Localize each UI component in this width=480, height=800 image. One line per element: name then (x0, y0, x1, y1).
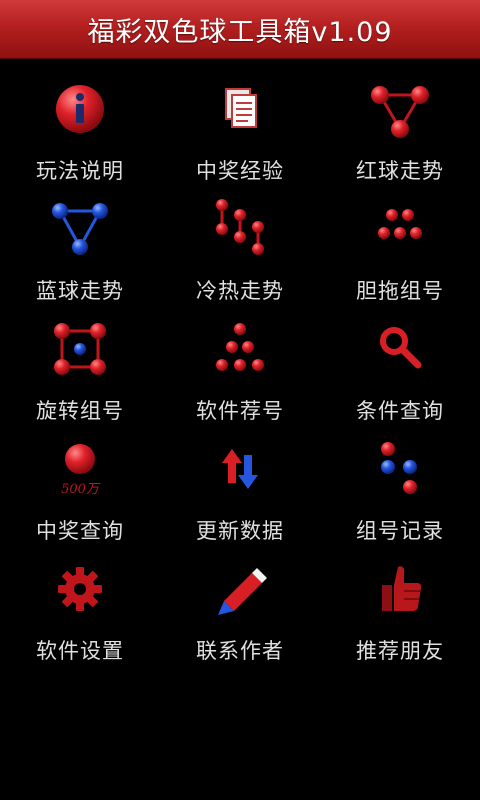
title-bar: 福彩双色球工具箱v1.09 (0, 0, 480, 59)
menu-item-red-ball-trend[interactable]: 红球走势 (320, 73, 480, 193)
menu-item-label: 玩法说明 (36, 159, 124, 183)
sync-arrows-icon (208, 437, 272, 501)
pyramid-balls-icon (208, 317, 272, 381)
rotate-square-icon (48, 317, 112, 381)
menu-item-label: 软件荐号 (196, 399, 284, 423)
menu-item-label: 胆拖组号 (356, 279, 444, 303)
menu-item-update-data[interactable]: 更新数据 (160, 433, 320, 553)
menu-item-recommend-friends[interactable]: 推荐朋友 (320, 553, 480, 673)
menu-item-label: 组号记录 (356, 519, 444, 543)
prize-ball-text: 500万 (61, 482, 101, 497)
menu-item-rotate-combination[interactable]: 旋转组号 (0, 313, 160, 433)
menu-item-hot-cold-trend[interactable]: 冷热走势 (160, 193, 320, 313)
pencil-icon (208, 557, 272, 621)
balls-group-icon (368, 197, 432, 261)
menu-item-contact-author[interactable]: 联系作者 (160, 553, 320, 673)
menu-item-software-recommend[interactable]: 软件荐号 (160, 313, 320, 433)
menu-item-label: 条件查询 (356, 399, 444, 423)
menu-item-label: 推荐朋友 (356, 639, 444, 663)
menu-item-label: 蓝球走势 (36, 279, 124, 303)
menu-grid: 玩法说明 中奖经验 红球走势 (0, 59, 480, 673)
gear-icon (48, 557, 112, 621)
menu-item-label: 红球走势 (356, 159, 444, 183)
hot-cold-chain-icon (208, 197, 272, 261)
documents-icon (208, 77, 272, 141)
menu-item-prize-query[interactable]: 500万 中奖查询 (0, 433, 160, 553)
prize-ball-icon: 500万 (48, 437, 112, 501)
app-title: 福彩双色球工具箱v1.09 (87, 16, 393, 48)
info-icon (48, 77, 112, 141)
menu-item-label: 中奖查询 (36, 519, 124, 543)
menu-item-label: 冷热走势 (196, 279, 284, 303)
menu-item-blue-ball-trend[interactable]: 蓝球走势 (0, 193, 160, 313)
blue-triangle-icon (48, 197, 112, 261)
menu-item-label: 联系作者 (196, 639, 284, 663)
menu-item-label: 中奖经验 (196, 159, 284, 183)
menu-item-condition-query[interactable]: 条件查询 (320, 313, 480, 433)
menu-item-label: 更新数据 (196, 519, 284, 543)
menu-item-label: 旋转组号 (36, 399, 124, 423)
menu-item-banker-combination[interactable]: 胆拖组号 (320, 193, 480, 313)
red-triangle-icon (368, 77, 432, 141)
menu-item-combination-record[interactable]: 组号记录 (320, 433, 480, 553)
menu-item-label: 软件设置 (36, 639, 124, 663)
search-icon (368, 317, 432, 381)
menu-item-winning-experience[interactable]: 中奖经验 (160, 73, 320, 193)
thumbs-up-icon (368, 557, 432, 621)
menu-item-software-settings[interactable]: 软件设置 (0, 553, 160, 673)
menu-item-play-rules[interactable]: 玩法说明 (0, 73, 160, 193)
record-balls-icon (368, 437, 432, 501)
